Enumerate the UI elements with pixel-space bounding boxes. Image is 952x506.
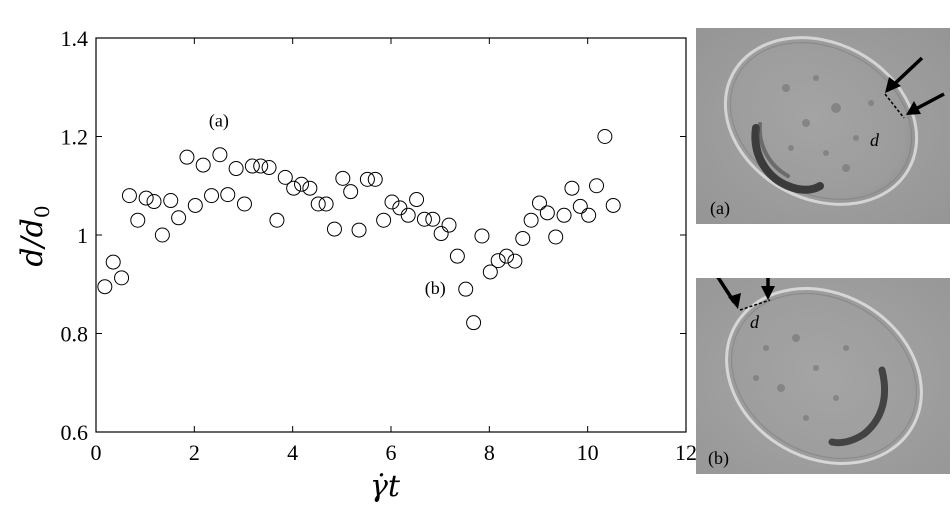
data-point bbox=[433, 226, 449, 242]
data-point bbox=[220, 187, 236, 203]
data-point bbox=[367, 171, 383, 187]
data-point bbox=[507, 253, 523, 269]
data-point bbox=[409, 192, 425, 208]
data-point bbox=[97, 279, 113, 295]
data-point bbox=[581, 207, 597, 223]
data-point bbox=[515, 230, 531, 246]
data-point bbox=[359, 171, 375, 187]
micrograph-image-b: d (b) bbox=[696, 278, 950, 474]
y-tick-label: 1.2 bbox=[61, 125, 89, 150]
data-point bbox=[179, 149, 195, 165]
data-point bbox=[277, 169, 293, 185]
data-point bbox=[466, 315, 482, 331]
data-point bbox=[204, 188, 220, 204]
y-axis-title: d/d0 bbox=[15, 205, 54, 266]
micrograph-panel-a: d (a) bbox=[696, 28, 950, 224]
data-point bbox=[114, 270, 130, 286]
data-point bbox=[392, 200, 408, 216]
data-point bbox=[351, 222, 367, 238]
x-axis-title: γ̇t bbox=[370, 469, 401, 504]
data-point bbox=[416, 211, 432, 227]
data-point bbox=[310, 196, 326, 212]
plot-frame bbox=[95, 37, 687, 433]
data-point bbox=[105, 254, 121, 270]
data-point bbox=[171, 210, 187, 226]
data-point bbox=[531, 195, 547, 211]
data-point bbox=[556, 207, 572, 223]
data-point bbox=[376, 212, 392, 228]
data-point bbox=[548, 229, 564, 245]
data-point bbox=[187, 197, 203, 213]
data-point bbox=[458, 281, 474, 297]
data-point bbox=[572, 198, 588, 214]
x-tick-label: 0 bbox=[91, 440, 102, 465]
data-point bbox=[302, 180, 318, 196]
chart-annotation: (b) bbox=[425, 278, 446, 299]
data-point bbox=[130, 212, 146, 228]
ticks-layer bbox=[95, 37, 687, 433]
x-tick-label: 4 bbox=[287, 440, 298, 465]
chart-annotation: (a) bbox=[209, 111, 229, 132]
data-point bbox=[228, 161, 244, 177]
data-point bbox=[269, 212, 285, 228]
data-point bbox=[564, 180, 580, 196]
x-tick-label: 8 bbox=[484, 440, 495, 465]
data-point bbox=[441, 217, 457, 233]
data-point bbox=[400, 207, 416, 223]
panel-label-b: (b) bbox=[708, 448, 729, 469]
y-tick-label: 1 bbox=[77, 223, 88, 248]
data-point bbox=[335, 170, 351, 186]
data-point bbox=[499, 248, 515, 264]
data-point bbox=[154, 227, 170, 243]
data-point bbox=[286, 180, 302, 196]
data-point bbox=[326, 221, 342, 237]
data-point bbox=[236, 196, 252, 212]
data-point bbox=[163, 193, 179, 209]
data-point bbox=[244, 158, 260, 174]
x-tick-label: 10 bbox=[577, 440, 599, 465]
points-layer bbox=[97, 129, 621, 331]
x-tick-label: 6 bbox=[386, 440, 397, 465]
data-point bbox=[195, 157, 211, 173]
x-tick-label: 2 bbox=[189, 440, 200, 465]
data-point bbox=[138, 190, 154, 206]
data-point bbox=[589, 178, 605, 194]
data-point bbox=[474, 228, 490, 244]
data-point bbox=[384, 194, 400, 210]
tick-labels-layer: 0 2 4 6 8 10 12 0.6 0.8 1 1.2 1.4 bbox=[61, 26, 698, 465]
x-tick-label: 12 bbox=[675, 440, 697, 465]
data-point bbox=[425, 211, 441, 227]
y-tick-label: 1.4 bbox=[61, 26, 89, 51]
data-point bbox=[605, 197, 621, 213]
micrograph-image-a: d (a) bbox=[696, 28, 950, 224]
data-point bbox=[449, 248, 465, 264]
panel-label-a: (a) bbox=[710, 198, 730, 219]
micrograph-panel-b: d (b) bbox=[696, 278, 950, 474]
data-point bbox=[121, 188, 137, 204]
data-point bbox=[146, 194, 162, 210]
y-tick-label: 0.8 bbox=[61, 322, 89, 347]
measure-label-b: d bbox=[750, 312, 760, 332]
data-point bbox=[482, 264, 498, 280]
annotation-layer: (a) (b) bbox=[209, 111, 446, 299]
data-point bbox=[490, 253, 506, 269]
data-point bbox=[539, 205, 555, 221]
data-point bbox=[597, 129, 613, 144]
data-point bbox=[294, 176, 310, 192]
data-point bbox=[261, 160, 277, 176]
data-point bbox=[253, 158, 269, 174]
scatter-chart: 0 2 4 6 8 10 12 0.6 0.8 1 1.2 1.4 (a) (b) γ̇t d/d0 bbox=[15, 26, 698, 504]
data-point bbox=[318, 196, 334, 212]
data-point bbox=[212, 147, 228, 163]
measure-label-a: d bbox=[870, 130, 880, 150]
data-point bbox=[343, 184, 359, 200]
y-tick-label: 0.6 bbox=[61, 420, 89, 445]
data-point bbox=[523, 212, 539, 228]
